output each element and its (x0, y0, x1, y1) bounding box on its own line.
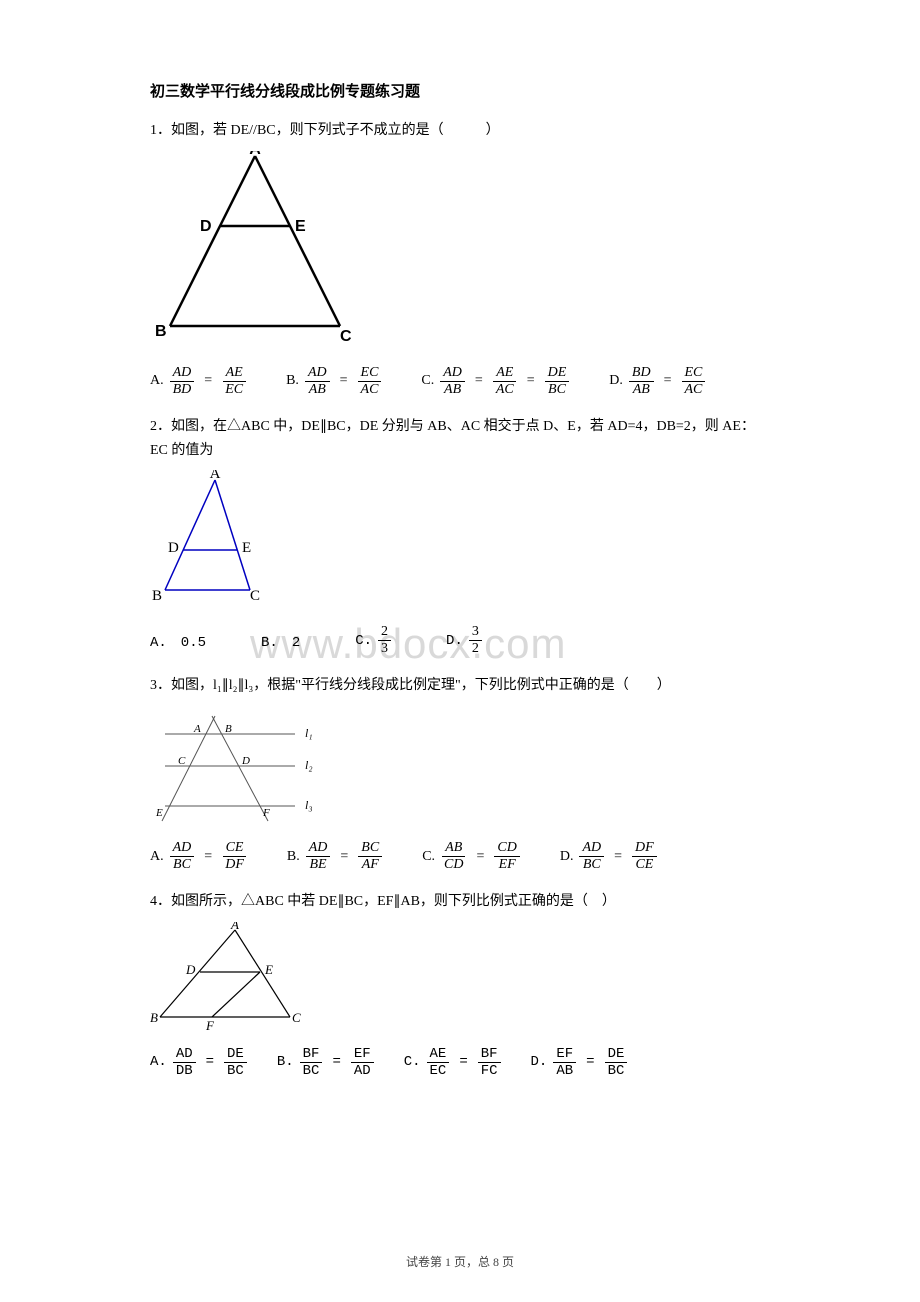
q4-options: A. ADDB = DEBC B. BFBC = EFAD C. AEEC = … (150, 1047, 770, 1078)
svg-text:C: C (178, 755, 186, 767)
svg-text:E: E (242, 540, 251, 556)
page-footer: 试卷第 1 页，总 8 页 (0, 1253, 920, 1270)
svg-text:C: C (250, 588, 260, 604)
svg-text:A: A (210, 470, 221, 482)
q1-opt-d: D. BDAB = ECAC (609, 366, 705, 397)
q1-opt-b: B. ADAB = ECAC (286, 366, 381, 397)
q4-opt-c: C. AEEC = BFFC (404, 1047, 501, 1078)
svg-text:B: B (152, 588, 162, 604)
q3-figure: A B C D E F l₁ l₂ l₃ (150, 706, 770, 831)
q3-options: A. ADBC = CEDF B. ADBE = BCAF C. ABCD = … (150, 841, 770, 872)
q1-figure: A B C D E (150, 151, 770, 356)
svg-text:F: F (262, 807, 270, 819)
svg-text:C: C (292, 1010, 301, 1025)
svg-text:C: C (340, 328, 352, 345)
page-title: 初三数学平行线分线段成比例专题练习题 (150, 80, 770, 101)
svg-text:B: B (225, 723, 232, 735)
q2-opt-a: A. 0.5 (150, 631, 206, 651)
q3-opt-d: D. ADBC = DFCE (560, 841, 657, 872)
svg-text:D: D (200, 218, 212, 235)
q2-opt-d: D. 32 (446, 625, 482, 656)
svg-text:F: F (205, 1018, 215, 1032)
q4-opt-d: D. EFAB = DEBC (531, 1047, 628, 1078)
q3-opt-a: A. ADBC = CEDF (150, 841, 247, 872)
q1-text: 1．如图，若 DE//BC，则下列式子不成立的是（ ） (150, 119, 770, 143)
q3-opt-b: B. ADBE = BCAF (287, 841, 382, 872)
q4-opt-b: B. BFBC = EFAD (277, 1047, 374, 1078)
document-content: 初三数学平行线分线段成比例专题练习题 1．如图，若 DE//BC，则下列式子不成… (150, 80, 770, 1078)
q2-options: A. 0.5 B. 2 C. 23 D. 32 (150, 625, 770, 656)
svg-text:D: D (241, 755, 250, 767)
svg-text:D: D (185, 962, 196, 977)
svg-text:E: E (264, 962, 273, 977)
q1-options: A. ADBD = AEEC B. ADAB = ECAC C. ADAB = … (150, 366, 770, 397)
svg-text:A: A (193, 723, 201, 735)
svg-text:B: B (155, 323, 167, 340)
svg-text:E: E (295, 218, 306, 235)
q4-opt-a: A. ADDB = DEBC (150, 1047, 247, 1078)
svg-text:A: A (230, 922, 239, 932)
svg-text:A: A (249, 151, 261, 158)
q4-text: 4．如图所示，△ABC 中若 DE∥BC，EF∥AB，则下列比例式正确的是（ ） (150, 890, 770, 914)
svg-text:l₂: l₂ (305, 758, 313, 772)
q4-figure: A B C D E F (150, 922, 770, 1037)
svg-text:B: B (150, 1010, 158, 1025)
q1-opt-a: A. ADBD = AEEC (150, 366, 246, 397)
q3-opt-c: C. ABCD = CDEF (422, 841, 520, 872)
q2-opt-b: B. 2 (261, 631, 300, 651)
q2-figure: A B C D E (150, 470, 770, 615)
svg-text:E: E (155, 807, 163, 819)
q2-text: 2．如图，在△ABC 中，DE∥BC，DE 分别与 AB、AC 相交于点 D、E… (150, 415, 770, 463)
q2-opt-c: C. 23 (355, 625, 391, 656)
q3-text: 3．如图，l₁∥l₂∥l₃，根据"平行线分线段成比例定理"，下列比例式中正确的是… (150, 674, 770, 698)
svg-text:l₁: l₁ (305, 726, 313, 740)
svg-text:l₃: l₃ (305, 798, 313, 812)
svg-text:D: D (168, 540, 179, 556)
q1-opt-c: C. ADAB = AEAC = DEBC (421, 366, 569, 397)
